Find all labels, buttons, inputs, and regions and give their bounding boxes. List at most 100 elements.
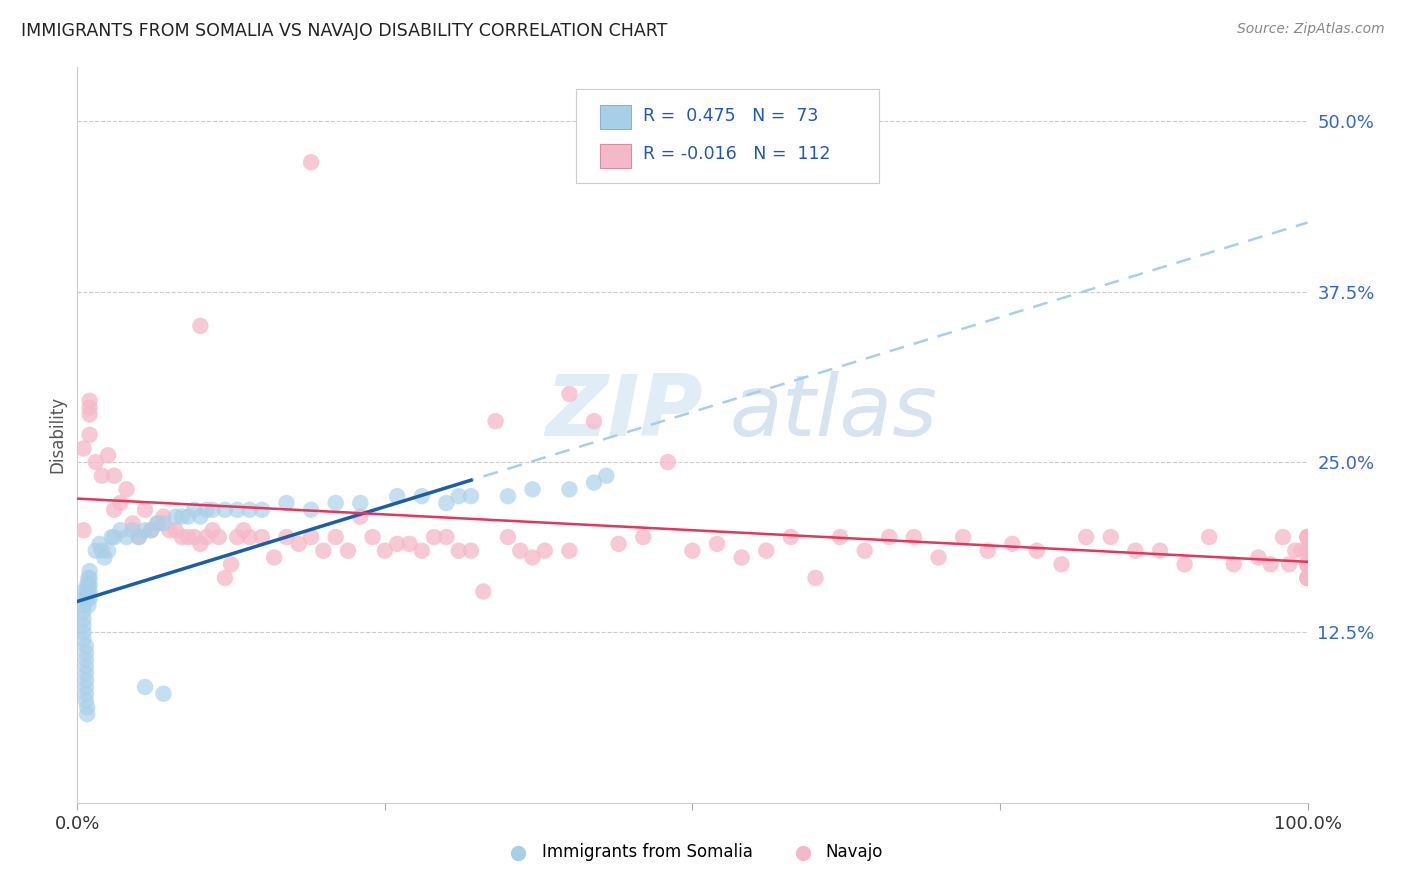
Point [188,537,212,551]
Point [1296,571,1319,585]
Point [496,530,519,544]
Point [1296,558,1319,572]
Point [1291,543,1313,558]
Point [780,530,803,544]
Point [276,496,298,510]
Point [1198,530,1220,544]
Point [1296,558,1319,572]
Point [239,503,262,517]
Point [447,489,470,503]
Point [1076,530,1098,544]
Point [263,550,285,565]
Point [325,496,347,510]
Point [208,530,231,544]
Point [1296,558,1319,572]
Point [84,455,107,469]
Point [201,523,224,537]
Point [152,516,174,531]
Point [75,653,97,667]
Point [141,523,163,537]
Point [76,700,98,714]
Point [361,530,384,544]
Point [1296,571,1319,585]
Point [903,530,925,544]
Point [496,489,519,503]
Point [1296,558,1319,572]
Point [595,468,617,483]
Point [152,509,174,524]
Point [755,543,778,558]
Point [79,401,101,415]
Point [558,387,581,401]
Point [1296,558,1319,572]
Point [79,408,101,422]
Point [79,393,101,408]
Text: IMMIGRANTS FROM SOMALIA VS NAVAJO DISABILITY CORRELATION CHART: IMMIGRANTS FROM SOMALIA VS NAVAJO DISABI… [21,22,668,40]
Point [128,530,150,544]
Point [77,578,100,592]
Point [1296,530,1319,544]
Point [1296,571,1319,585]
Point [558,543,581,558]
Point [177,509,200,524]
Point [72,605,94,619]
Point [385,537,409,551]
Point [183,530,205,544]
Point [349,509,371,524]
Point [299,503,322,517]
Point [411,489,433,503]
Point [1296,558,1319,572]
Point [1296,530,1319,544]
Point [72,598,94,612]
Point [97,543,120,558]
Text: R = -0.016   N =  112: R = -0.016 N = 112 [643,145,830,163]
Point [75,673,97,688]
Point [1026,543,1049,558]
Point [1272,530,1295,544]
Point [299,530,322,544]
Point [115,530,138,544]
Point [232,523,254,537]
Point [110,496,132,510]
Point [146,516,169,531]
Point [1296,571,1319,585]
Point [1296,558,1319,572]
Point [72,625,94,640]
Point [103,468,125,483]
Point [97,448,120,462]
Point [299,155,322,169]
Point [1247,550,1270,565]
Point [1296,558,1319,572]
Point [1296,558,1319,572]
Point [1296,543,1319,558]
Point [1296,558,1319,572]
Point [250,530,273,544]
Point [72,591,94,606]
Point [1099,530,1122,544]
Point [195,530,218,544]
Point [79,571,101,585]
Legend: Immigrants from Somalia, Navajo: Immigrants from Somalia, Navajo [495,837,890,868]
Point [447,543,470,558]
Point [93,550,115,565]
Point [165,509,187,524]
Point [226,530,249,544]
Point [1223,558,1246,572]
Point [79,564,101,578]
Point [195,503,218,517]
Point [72,584,94,599]
Point [1278,558,1301,572]
Point [77,571,100,585]
Point [276,530,298,544]
Point [72,523,94,537]
Point [72,618,94,632]
Point [134,523,156,537]
Point [436,530,458,544]
Point [374,543,396,558]
Point [804,571,827,585]
Point [226,503,249,517]
Text: R =  0.475   N =  73: R = 0.475 N = 73 [643,107,818,125]
Point [141,523,163,537]
Point [1296,543,1319,558]
Point [1296,530,1319,544]
